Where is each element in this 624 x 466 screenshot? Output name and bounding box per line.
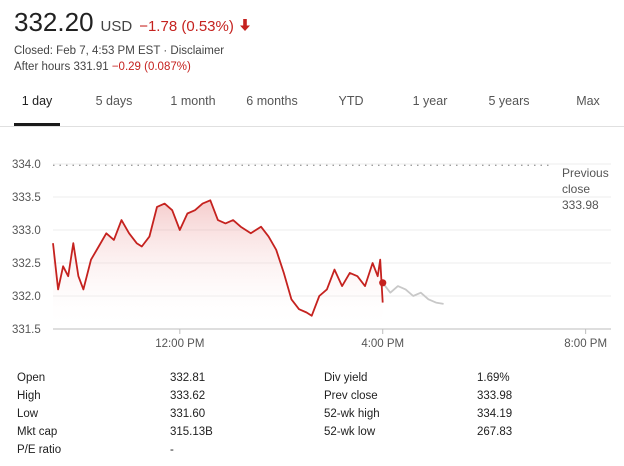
stat-value-high: 333.62 — [170, 390, 206, 402]
stat-label-52wk-low: 52-wk low — [324, 426, 376, 438]
y-tick-label: 334.0 — [12, 159, 41, 171]
price-chart[interactable]: 334.0 333.5 333.0 332.5 332.0 331.5 12:00 PM 4:… — [0, 140, 624, 355]
close-marker — [379, 279, 387, 287]
current-price: 332.20 — [14, 7, 94, 37]
price-line-regular — [52, 199, 384, 317]
price-line-after-hours — [381, 282, 444, 305]
stat-value-div-yield: 1.69% — [477, 372, 510, 384]
tab-5-days[interactable]: 5 days — [95, 94, 133, 108]
tab-1-day[interactable]: 1 day — [21, 94, 53, 108]
y-tick-label: 332.0 — [12, 291, 41, 303]
down-arrow-icon — [239, 19, 250, 31]
stat-label-prev-close: Prev close — [324, 390, 378, 402]
stat-label-mkt-cap: Mkt cap — [17, 426, 58, 438]
stat-value-low: 331.60 — [170, 408, 206, 420]
stat-label-div-yield: Div yield — [324, 372, 368, 384]
tab-ytd[interactable]: YTD — [338, 94, 364, 108]
previous-close-label: 333.98 — [562, 198, 599, 212]
stat-value-52wk-high: 334.19 — [477, 408, 513, 420]
previous-close-label: Previous — [562, 166, 609, 180]
active-tab-indicator — [14, 123, 60, 126]
tab-1-year[interactable]: 1 year — [412, 94, 448, 108]
stat-value-prev-close: 333.98 — [477, 390, 513, 402]
after-hours-price: After hours 331.91 — [14, 61, 109, 73]
stat-label-low: Low — [17, 408, 39, 420]
stat-value-open: 332.81 — [170, 372, 206, 384]
x-tick-label: 4:00 PM — [361, 338, 404, 350]
y-tick-label: 332.5 — [12, 258, 41, 270]
tab-6-months[interactable]: 6 months — [246, 94, 298, 108]
tab-max[interactable]: Max — [576, 94, 600, 108]
tab-5-years[interactable]: 5 years — [488, 94, 530, 108]
price-area-fill — [53, 200, 383, 329]
price-change: −1.78 (0.53%) — [139, 18, 234, 35]
stat-label-high: High — [17, 390, 41, 402]
y-tick-label: 331.5 — [12, 324, 41, 336]
after-hours-line: After hours 331.91 −0.29 (0.087%) — [14, 61, 191, 73]
stat-label-52wk-high: 52-wk high — [324, 408, 380, 420]
x-tick-label: 8:00 PM — [564, 338, 607, 350]
y-tick-label: 333.5 — [12, 192, 41, 204]
after-hours-change: −0.29 (0.087%) — [111, 61, 191, 73]
stat-label-pe-ratio: P/E ratio — [17, 444, 62, 456]
previous-close-label: close — [562, 182, 590, 196]
stat-value-52wk-low: 267.83 — [477, 426, 513, 438]
tab-1-month[interactable]: 1 month — [170, 94, 216, 108]
closed-status: Closed: Feb 7, 4:53 PM EST · Disclaimer — [14, 45, 224, 57]
stat-value-pe-ratio: - — [170, 444, 174, 456]
stat-label-open: Open — [17, 372, 46, 384]
currency-label: USD — [100, 18, 133, 35]
x-tick-label: 12:00 PM — [155, 338, 204, 350]
stat-value-mkt-cap: 315.13B — [170, 426, 213, 438]
closed-status-text: Closed: Feb 7, 4:53 PM EST · Disclaimer — [14, 45, 225, 57]
price-header: 332.20 USD −1.78 (0.53%) — [14, 7, 251, 38]
y-tick-label: 333.0 — [12, 225, 41, 237]
range-tabs: 1 day 5 days 1 month 6 months YTD 1 year… — [0, 86, 624, 127]
